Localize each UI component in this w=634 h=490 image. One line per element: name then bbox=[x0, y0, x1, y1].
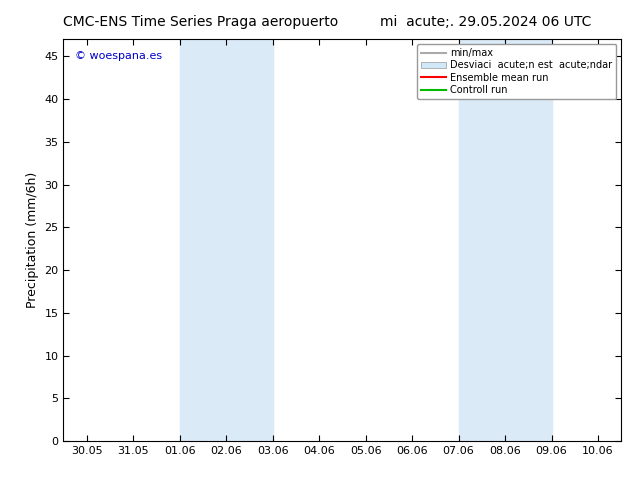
Text: mi  acute;. 29.05.2024 06 UTC: mi acute;. 29.05.2024 06 UTC bbox=[380, 15, 592, 29]
Text: © woespana.es: © woespana.es bbox=[75, 51, 162, 61]
Bar bbox=[179, 39, 273, 441]
Bar bbox=[458, 39, 552, 441]
Text: CMC-ENS Time Series Praga aeropuerto: CMC-ENS Time Series Praga aeropuerto bbox=[63, 15, 339, 29]
Legend: min/max, Desviaci  acute;n est  acute;ndar, Ensemble mean run, Controll run: min/max, Desviaci acute;n est acute;ndar… bbox=[417, 44, 616, 99]
Y-axis label: Precipitation (mm/6h): Precipitation (mm/6h) bbox=[26, 172, 39, 308]
